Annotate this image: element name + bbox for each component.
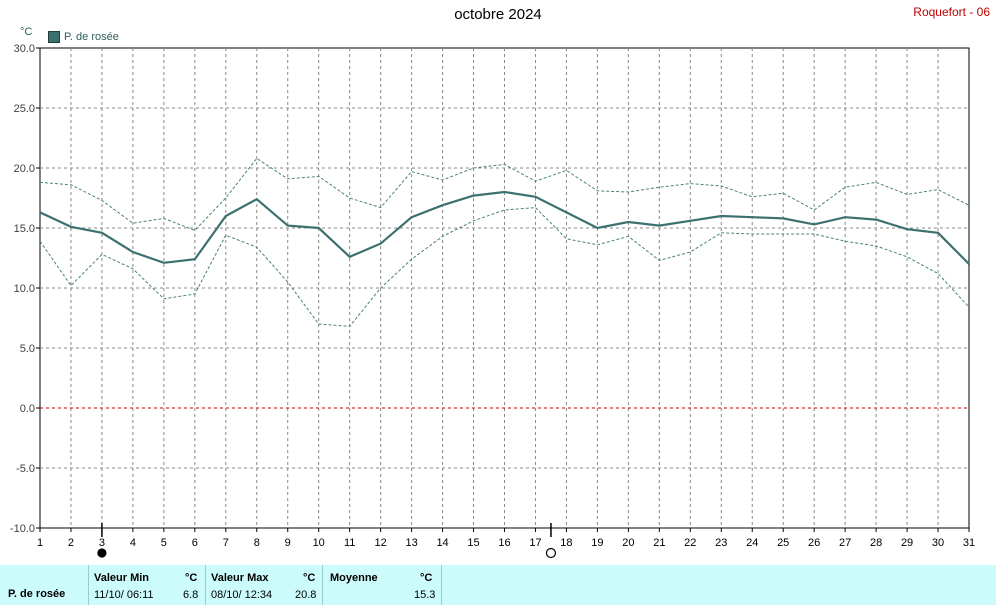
y-tick-label: 20.0 bbox=[14, 163, 35, 175]
stats-max-cell: Valeur Max °C 08/10/ 12:34 20.8 bbox=[206, 565, 323, 605]
max-band-line bbox=[39, 157, 970, 231]
x-tick-label: 23 bbox=[715, 537, 727, 549]
y-tick-label: 5.0 bbox=[20, 343, 35, 355]
x-tick-label: 20 bbox=[622, 537, 634, 549]
x-tick-label: 2 bbox=[68, 537, 74, 549]
x-tick-label: 7 bbox=[223, 537, 229, 549]
stats-min-date: 11/10/ 06:11 bbox=[94, 589, 154, 601]
x-tick-label: 24 bbox=[746, 537, 758, 549]
stats-max-unit: °C bbox=[303, 572, 316, 584]
x-tick-label: 19 bbox=[591, 537, 603, 549]
legend-swatch bbox=[48, 31, 60, 43]
stats-min-value: 6.8 bbox=[183, 589, 199, 601]
x-tick-label: 21 bbox=[653, 537, 665, 549]
stats-panel: P. de rosée Valeur Min °C 11/10/ 06:11 6… bbox=[0, 565, 996, 605]
x-tick-label: 5 bbox=[161, 537, 167, 549]
x-tick-label: 6 bbox=[192, 537, 198, 549]
y-tick-label: 0.0 bbox=[20, 403, 35, 415]
x-tick-label: 1 bbox=[37, 537, 43, 549]
new-moon-icon bbox=[97, 548, 107, 558]
y-tick-label: -5.0 bbox=[16, 463, 35, 475]
stats-max-date: 08/10/ 12:34 bbox=[211, 589, 273, 601]
stats-row-label: P. de rosée bbox=[8, 588, 66, 600]
dew-point-line bbox=[39, 190, 970, 265]
legend-label: P. de rosée bbox=[64, 31, 119, 43]
x-tick-label: 13 bbox=[405, 537, 417, 549]
y-tick-label: 30.0 bbox=[14, 43, 35, 55]
y-tick-label: 25.0 bbox=[14, 103, 35, 115]
x-tick-label: 18 bbox=[560, 537, 572, 549]
chart-area: 1 2 3 4 5 6 7 8 9 10 11 12 13 14 15 16 17 18 19 20 21 22 23 24 2… bbox=[10, 43, 975, 559]
stats-min-header: Valeur Min bbox=[94, 572, 150, 584]
x-tick-label: 8 bbox=[254, 537, 260, 549]
min-band-line bbox=[39, 207, 970, 327]
stats-max-header: Valeur Max bbox=[211, 572, 269, 584]
x-tick-label: 3 bbox=[99, 537, 105, 549]
x-tick-label: 29 bbox=[901, 537, 913, 549]
stats-avg-header: Moyenne bbox=[330, 572, 378, 584]
x-tick-label: 9 bbox=[285, 537, 291, 549]
y-unit-label: °C bbox=[20, 26, 33, 38]
x-tick-label: 26 bbox=[808, 537, 820, 549]
x-tick-label: 22 bbox=[684, 537, 696, 549]
stats-max-value: 20.8 bbox=[295, 589, 317, 601]
x-tick-label: 4 bbox=[130, 537, 136, 549]
stats-min-unit: °C bbox=[185, 572, 198, 584]
x-tick-label: 15 bbox=[467, 537, 479, 549]
stats-row-label-cell: P. de rosée bbox=[0, 565, 89, 605]
legend: P. de rosée bbox=[48, 31, 119, 43]
x-tick-label: 16 bbox=[498, 537, 510, 549]
y-tick-label: 15.0 bbox=[14, 223, 35, 235]
x-tick-label: 11 bbox=[344, 537, 355, 549]
x-tick-label: 17 bbox=[529, 537, 541, 549]
stats-avg-value: 15.3 bbox=[414, 589, 436, 601]
chart-title: octobre 2024 bbox=[454, 6, 542, 23]
x-tick-label: 10 bbox=[313, 537, 325, 549]
y-tick-label: -10.0 bbox=[10, 523, 35, 535]
station-name: Roquefort - 06 bbox=[913, 5, 990, 19]
x-tick-label: 14 bbox=[436, 537, 448, 549]
x-tick-label: 27 bbox=[839, 537, 851, 549]
x-tick-label: 12 bbox=[375, 537, 387, 549]
y-tick-label: 10.0 bbox=[14, 283, 35, 295]
x-tick-label: 30 bbox=[932, 537, 944, 549]
stats-avg-unit: °C bbox=[420, 572, 433, 584]
full-moon-icon bbox=[545, 547, 557, 559]
x-tick-label: 31 bbox=[963, 537, 975, 549]
stats-min-cell: Valeur Min °C 11/10/ 06:11 6.8 bbox=[89, 565, 206, 605]
x-tick-label: 28 bbox=[870, 537, 882, 549]
x-tick-label: 25 bbox=[777, 537, 789, 549]
stats-avg-cell: Moyenne °C 15.3 bbox=[323, 565, 442, 605]
